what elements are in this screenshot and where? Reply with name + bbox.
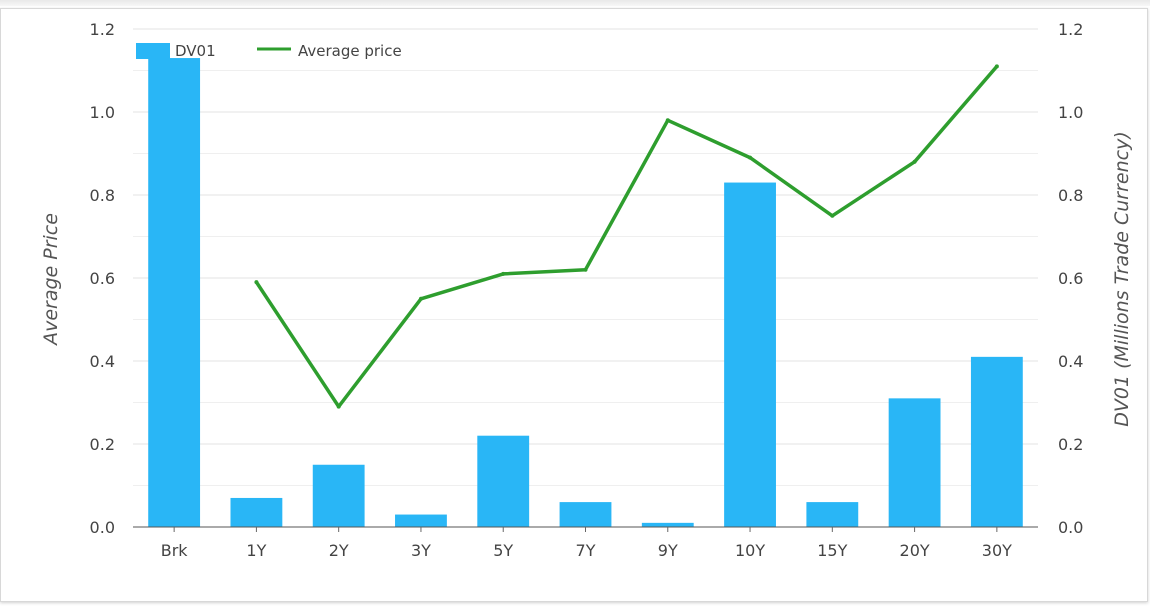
left-tick-label: 1.2	[90, 20, 115, 39]
bar-15Y[interactable]	[806, 502, 859, 527]
bar-20Y[interactable]	[888, 398, 941, 527]
x-tick-label: 9Y	[658, 541, 678, 560]
legend-dv01-swatch[interactable]	[136, 43, 170, 59]
average-price-point-5Y[interactable]	[501, 271, 506, 276]
left-tick-label: 0.2	[90, 435, 115, 454]
bar-30Y[interactable]	[970, 356, 1023, 527]
right-y-axis-label: DV01 (Millions Trade Currency)	[1111, 131, 1133, 427]
left-y-axis-label: Average Price	[40, 213, 62, 347]
x-tick-label: 10Y	[735, 541, 765, 560]
right-y-axis-ticks: 0.0 0.2 0.4 0.6 0.8 1.0 1.2	[1058, 20, 1083, 537]
average-price-point-30Y[interactable]	[994, 64, 999, 69]
average-price-line-group	[254, 64, 999, 409]
left-tick-label: 0.4	[90, 352, 115, 371]
average-price-point-1Y[interactable]	[254, 280, 259, 285]
x-tick-label: 15Y	[817, 541, 847, 560]
left-tick-label: 0.6	[90, 269, 115, 288]
average-price-point-15Y[interactable]	[830, 213, 835, 218]
bar-5Y[interactable]	[477, 435, 530, 527]
x-tick-label: 2Y	[329, 541, 349, 560]
legend[interactable]: DV01 Average price	[136, 42, 402, 60]
right-tick-label: 0.2	[1058, 435, 1083, 454]
x-axis-ticks: Brk 1Y 2Y 3Y 5Y 7Y 9Y 10Y 15Y 20Y 30Y	[161, 527, 1012, 560]
x-tick-label: 1Y	[246, 541, 266, 560]
x-tick-label: 5Y	[493, 541, 513, 560]
bar-1Y[interactable]	[230, 497, 283, 527]
bar-Brk[interactable]	[148, 58, 201, 528]
chart-panel: 0.0 0.2 0.4 0.6 0.8 1.0 1.2 0.0 0.2 0.4 0.6 0.8 1.0…	[0, 8, 1148, 602]
average-price-point-7Y[interactable]	[583, 267, 588, 272]
left-tick-label: 0.0	[90, 518, 115, 537]
dv01-average-price-chart: 0.0 0.2 0.4 0.6 0.8 1.0 1.2 0.0 0.2 0.4 0.6 0.8 1.0…	[40, 20, 1133, 560]
x-tick-label: 30Y	[982, 541, 1012, 560]
right-tick-label: 0.8	[1058, 186, 1083, 205]
average-price-point-9Y[interactable]	[665, 118, 670, 123]
window-top-bar	[0, 0, 1150, 6]
right-tick-label: 0.0	[1058, 518, 1083, 537]
average-price-point-2Y[interactable]	[336, 404, 341, 409]
right-tick-label: 0.6	[1058, 269, 1083, 288]
bar-2Y[interactable]	[312, 464, 365, 527]
bar-7Y[interactable]	[559, 502, 612, 527]
right-tick-label: 1.2	[1058, 20, 1083, 39]
legend-average-price-label[interactable]: Average price	[298, 42, 402, 60]
bar-3Y[interactable]	[395, 514, 447, 527]
left-tick-label: 0.8	[90, 186, 115, 205]
right-tick-label: 0.4	[1058, 352, 1083, 371]
legend-dv01-label[interactable]: DV01	[175, 42, 216, 60]
x-tick-label: 3Y	[411, 541, 431, 560]
x-tick-label: 7Y	[576, 541, 596, 560]
average-price-point-20Y[interactable]	[912, 159, 917, 164]
bar-10Y[interactable]	[724, 182, 776, 528]
right-tick-label: 1.0	[1058, 103, 1083, 122]
gridlines	[133, 28, 1038, 528]
left-y-axis-ticks: 0.0 0.2 0.4 0.6 0.8 1.0 1.2	[90, 20, 115, 537]
x-tick-label: 20Y	[900, 541, 930, 560]
left-tick-label: 1.0	[90, 103, 115, 122]
average-price-line[interactable]	[254, 65, 999, 409]
dv01-bars	[148, 58, 1023, 528]
x-tick-label: Brk	[161, 541, 189, 560]
average-price-point-3Y[interactable]	[418, 296, 423, 301]
bar-9Y[interactable]	[641, 522, 694, 527]
average-price-point-10Y[interactable]	[748, 155, 753, 160]
